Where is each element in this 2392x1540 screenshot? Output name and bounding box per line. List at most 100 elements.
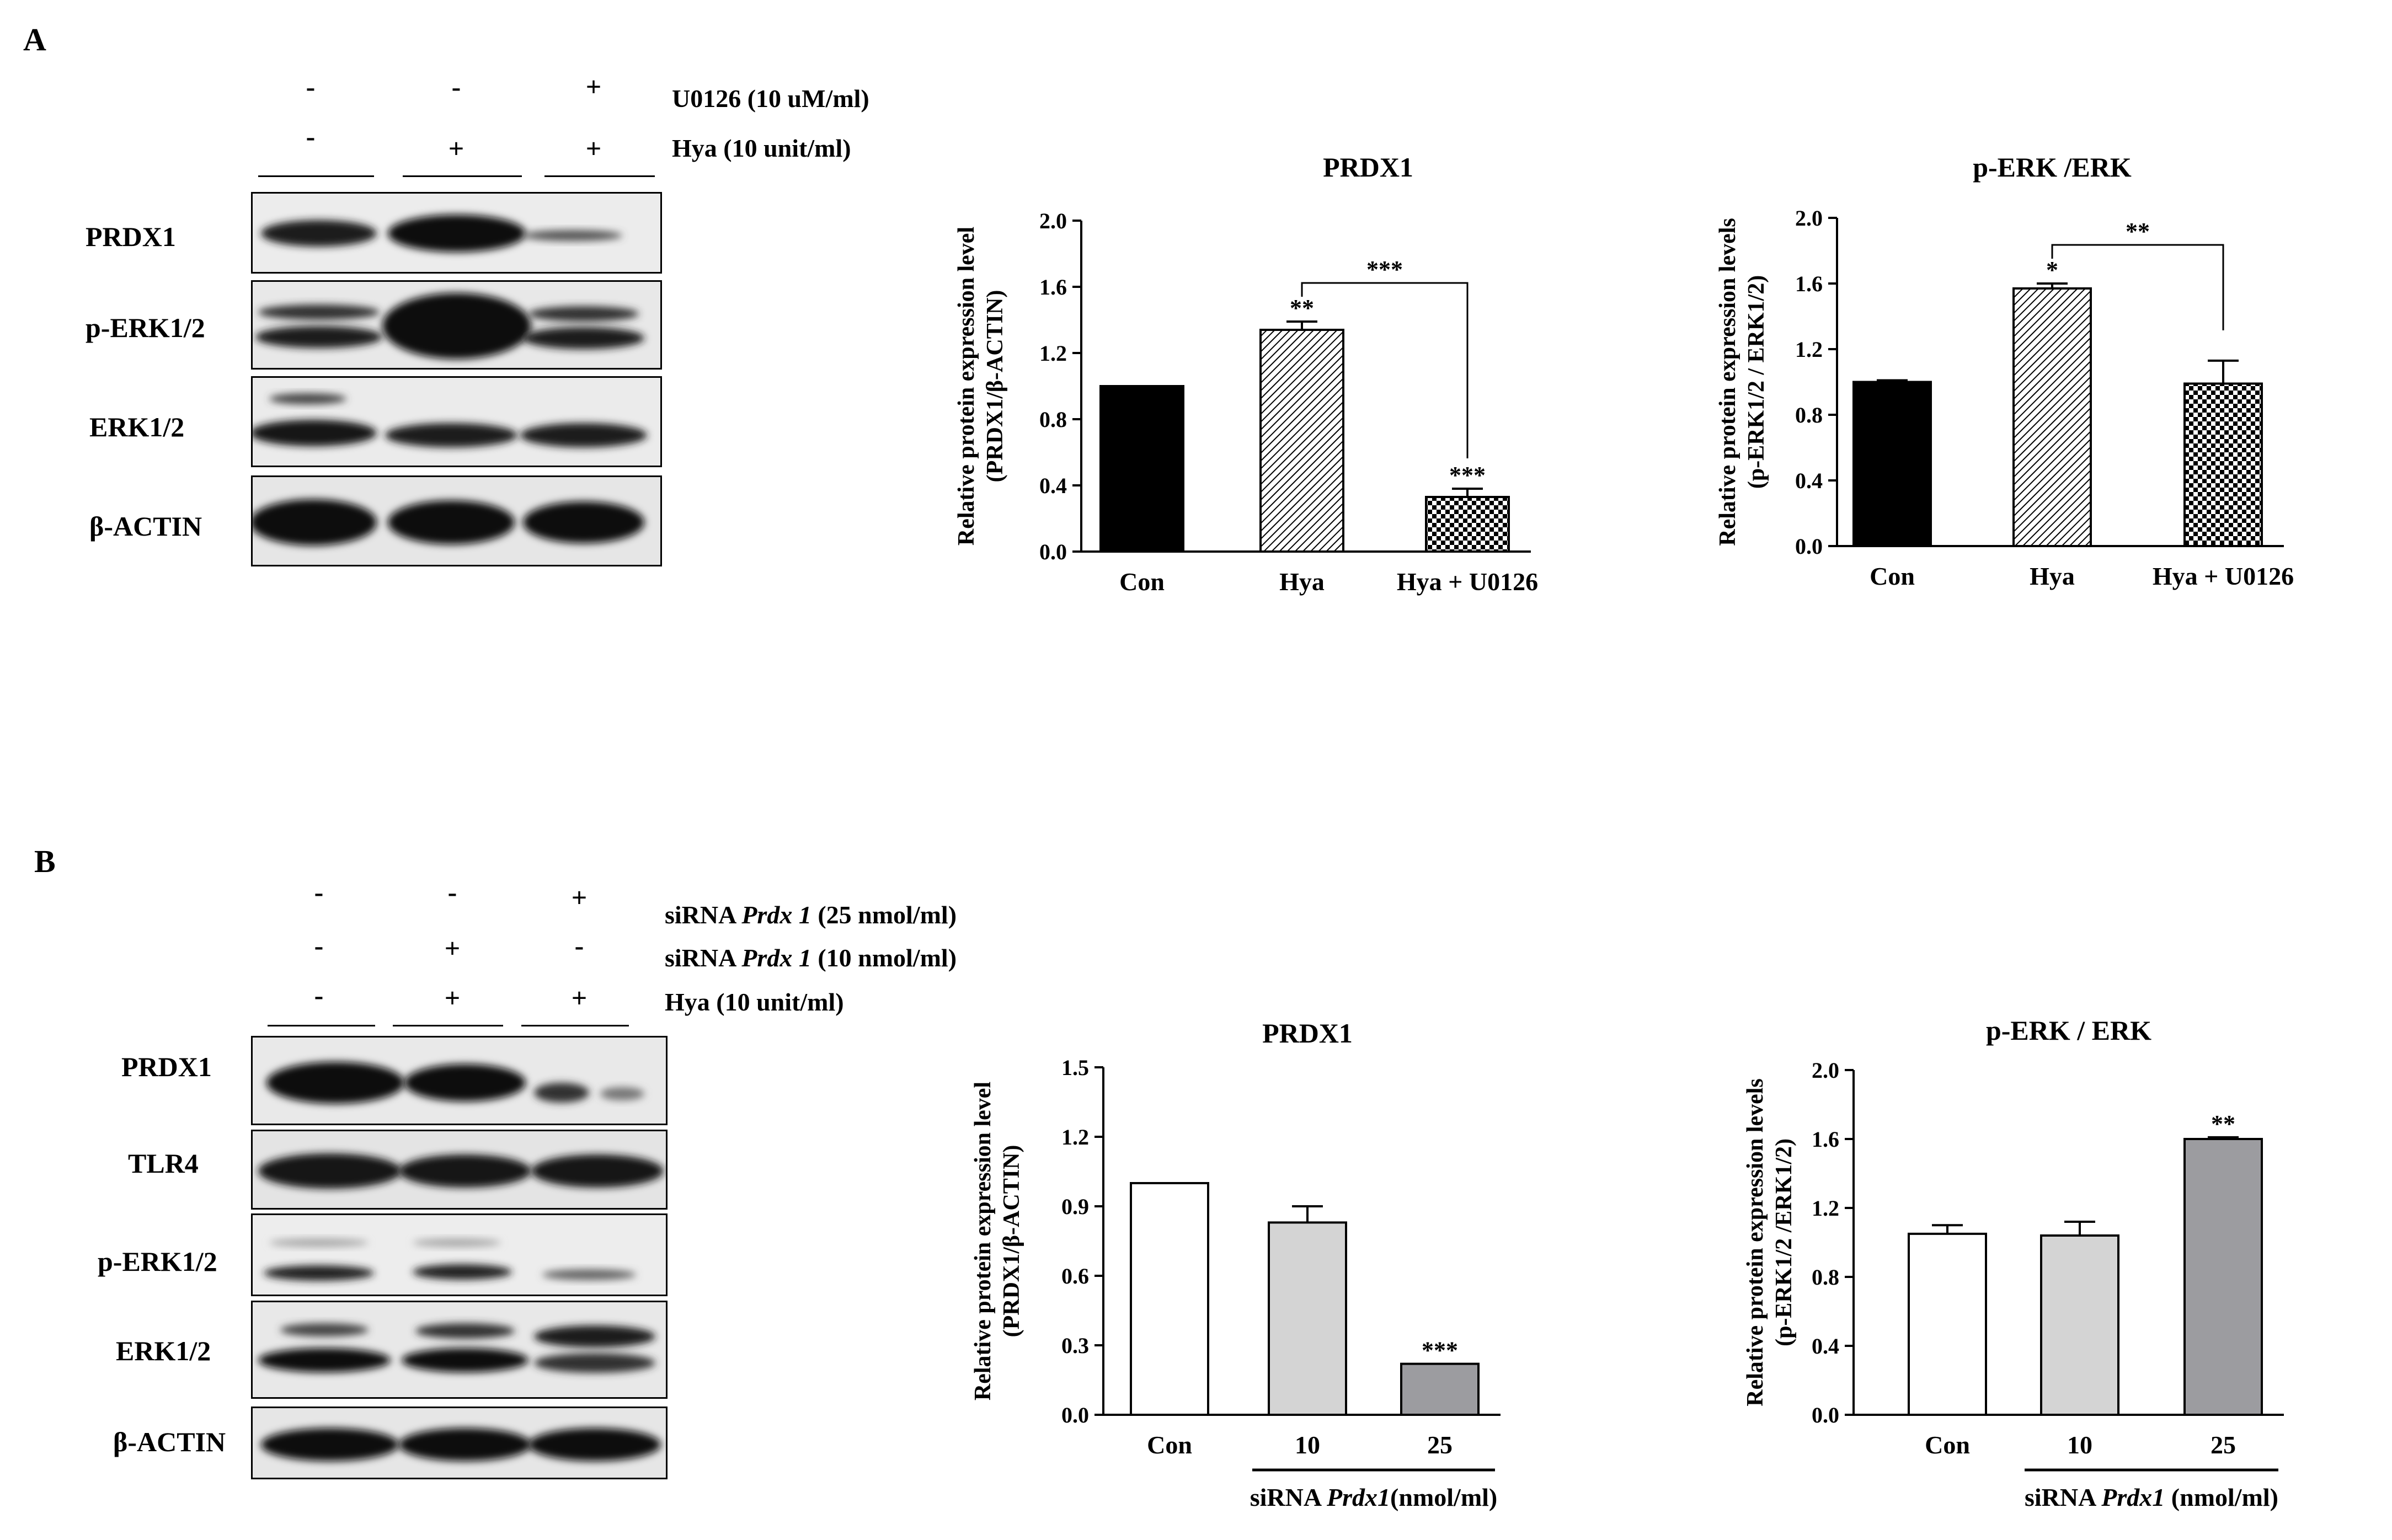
bar-chart-perk-b: p-ERK / ERK Relative protein expression l… <box>1743 1015 2284 1511</box>
y-tick-label: 1.2 <box>1812 1196 1839 1221</box>
significance-bracket <box>1301 282 1469 458</box>
western-blot-p-erk-b <box>251 1213 668 1296</box>
x-tick-label: 25 <box>1427 1431 1453 1459</box>
bracket-label: *** <box>1366 256 1403 283</box>
sign-a-r1-c1: + <box>448 133 464 164</box>
bar <box>2183 1138 2263 1416</box>
y-tick-label: 0.0 <box>1795 534 1823 559</box>
treatment-label-hya-b: Hya (10 unit/ml) <box>665 988 844 1016</box>
sign-a-r0-c0: - <box>306 71 316 102</box>
x-tick-label: Hya + U0126 <box>2153 562 2294 590</box>
treatment-label-u0126: U0126 (10 uM/ml) <box>672 84 869 113</box>
western-blot-erk-b <box>251 1301 668 1399</box>
lane-underline <box>258 175 374 177</box>
y-axis-label: Relative protein expression levels <box>1743 1078 1768 1407</box>
sign-b-r2-c2: + <box>571 982 588 1013</box>
y-tick-label: 0.4 <box>1812 1334 1839 1359</box>
treatment-label-sirna-25: siRNA Prdx 1 (25 nmol/ml) <box>665 901 957 929</box>
panel-b-letter: B <box>34 843 56 879</box>
significance-bracket <box>2051 244 2224 330</box>
sign-b-r2-c1: + <box>444 982 461 1013</box>
blot-label-prdx1: PRDX1 <box>86 221 176 252</box>
y-tick-label: 1.6 <box>1039 275 1067 300</box>
blot-label-beta-actin-b: β-ACTIN <box>113 1426 226 1457</box>
western-blot-prdx1 <box>251 192 662 274</box>
western-blot-p-erk <box>251 280 662 370</box>
lane-underline <box>403 175 522 177</box>
treatment-label-hya: Hya (10 unit/ml) <box>672 134 851 162</box>
y-tick-label: 0.8 <box>1812 1265 1839 1290</box>
y-tick-label: 0.0 <box>1061 1403 1089 1427</box>
western-blot-tlr4 <box>251 1130 668 1210</box>
significance-mark: * <box>2046 256 2058 284</box>
bar <box>1425 496 1510 553</box>
chart-title: PRDX1 <box>1323 152 1413 183</box>
significance-mark: *** <box>1449 462 1486 489</box>
blot-label-tlr4: TLR4 <box>128 1148 199 1179</box>
x-tick-label: Con <box>1147 1431 1192 1459</box>
lane-underline <box>544 175 655 177</box>
blot-label-erk: ERK1/2 <box>89 411 185 442</box>
y-tick-label: 1.2 <box>1039 341 1067 366</box>
lane-underline <box>268 1025 375 1026</box>
y-tick-label: 0.8 <box>1039 407 1067 432</box>
chart-title: p-ERK / ERK <box>1986 1015 2151 1046</box>
y-tick-label: 2.0 <box>1039 208 1067 233</box>
bar-chart-perk-a: p-ERK /ERK Relative protein expression le… <box>1715 152 2294 590</box>
y-axis-label: (PRDX1/β-ACTIN) <box>999 1145 1024 1338</box>
blot-label-erk-b: ERK1/2 <box>116 1335 211 1366</box>
western-blot-beta-actin-b <box>251 1407 668 1479</box>
y-axis-label: (PRDX1/β-ACTIN) <box>983 290 1008 483</box>
significance-mark: ** <box>1290 295 1314 322</box>
bar <box>1259 329 1344 553</box>
bracket-label: ** <box>2126 218 2150 245</box>
bar <box>2040 1234 2119 1416</box>
y-tick-label: 1.2 <box>1061 1125 1089 1149</box>
sign-b-r0-c2: + <box>571 882 588 913</box>
x-tick-label: Con <box>1870 562 1915 590</box>
y-tick-label: 0.3 <box>1061 1333 1089 1358</box>
y-axis-label: (p-ERK1/2 /ERK1/2) <box>1771 1138 1797 1346</box>
bar <box>1099 385 1184 553</box>
x-tick-label: Con <box>1119 568 1165 596</box>
y-tick-label: 2.0 <box>1795 206 1823 231</box>
bar <box>2183 382 2263 547</box>
y-tick-label: 0.0 <box>1039 539 1067 564</box>
bar <box>2012 287 2092 547</box>
treatment-label-sirna-10: siRNA Prdx 1 (10 nmol/ml) <box>665 944 957 972</box>
bar <box>1908 1232 1987 1416</box>
sign-a-r1-c0: - <box>306 121 316 152</box>
y-axis-label: Relative protein expression levels <box>1715 218 1740 546</box>
blot-label-beta-actin: β-ACTIN <box>89 511 202 542</box>
sign-b-r0-c1: - <box>447 876 457 907</box>
y-tick-label: 1.2 <box>1795 337 1823 362</box>
bar <box>1130 1182 1209 1416</box>
chart-title: p-ERK /ERK <box>1973 152 2132 183</box>
x-tick-label: Hya + U0126 <box>1397 568 1538 596</box>
bar-chart-prdx1-a: PRDX1 Relative protein expression level (P… <box>954 152 1538 596</box>
y-tick-label: 2.0 <box>1812 1058 1839 1083</box>
blot-label-p-erk-b: p-ERK1/2 <box>98 1246 217 1277</box>
blot-label-p-erk: p-ERK1/2 <box>86 312 205 343</box>
sign-b-r1-c1: + <box>444 933 461 964</box>
significance-mark: *** <box>1422 1337 1458 1364</box>
group-label: siRNA Prdx1 (nmol/ml) <box>2025 1483 2278 1511</box>
sign-a-r0-c1: - <box>451 71 461 102</box>
western-blot-beta-actin <box>251 475 662 566</box>
group-label: siRNA Prdx1(nmol/ml) <box>1250 1483 1498 1511</box>
y-tick-label: 0.0 <box>1812 1403 1839 1427</box>
y-tick-label: 1.6 <box>1795 271 1823 296</box>
y-axis-label: (p-ERK1/2 / ERK1/2) <box>1744 275 1769 489</box>
panel-a-letter: A <box>23 22 46 57</box>
western-blot-prdx1-b <box>251 1036 668 1125</box>
y-tick-label: 0.9 <box>1061 1194 1089 1219</box>
y-tick-label: 1.5 <box>1061 1055 1089 1080</box>
blot-label-prdx1-b: PRDX1 <box>121 1051 212 1082</box>
sign-b-r2-c0: - <box>314 980 324 1010</box>
sign-b-r1-c2: - <box>574 930 584 961</box>
bar <box>1852 381 1932 547</box>
sign-b-r0-c0: - <box>314 876 324 907</box>
lane-underline <box>393 1025 503 1026</box>
y-tick-label: 1.6 <box>1812 1127 1839 1152</box>
x-tick-label: 25 <box>2211 1431 2236 1459</box>
